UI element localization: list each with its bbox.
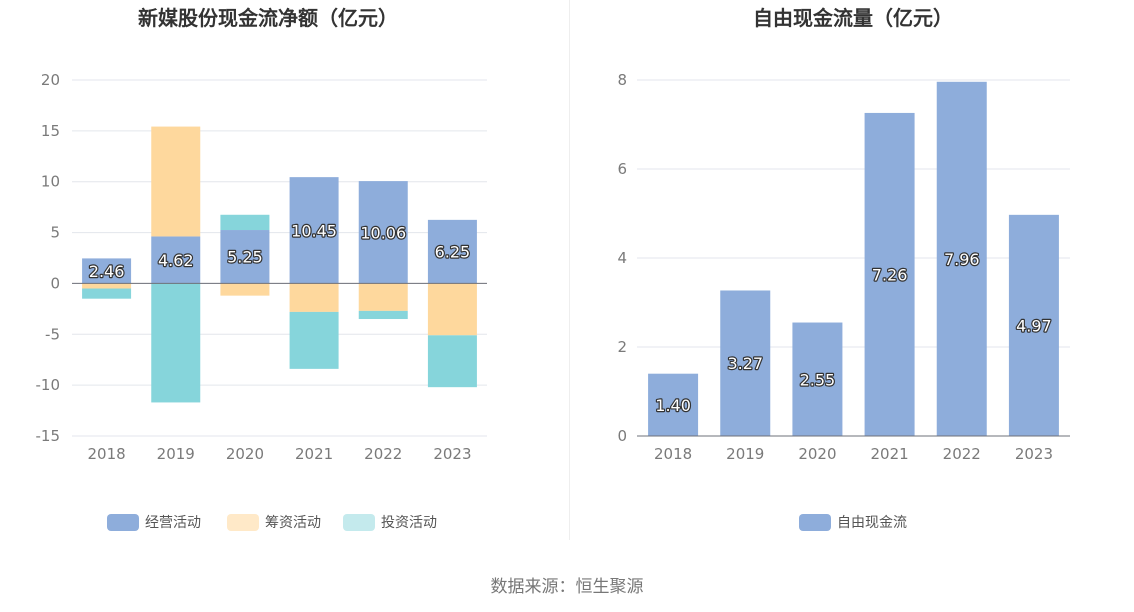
data-label: 10.06 — [360, 223, 406, 242]
data-label: 4.62 — [158, 251, 194, 270]
bar-筹资活动-2021 — [289, 283, 339, 312]
bar-筹资活动-2022 — [358, 283, 408, 311]
bar-投资活动-2020 — [220, 214, 270, 231]
bar-筹资活动-2020 — [220, 283, 270, 296]
bar-自由现金流-2022 — [936, 81, 987, 436]
x-tick-label: 2023 — [1015, 445, 1053, 463]
bar-筹资活动-2018 — [82, 283, 132, 289]
bar-筹资活动-2023 — [427, 283, 477, 336]
y-tick-label: 20 — [41, 71, 60, 89]
x-tick-label: 2021 — [870, 445, 908, 463]
bar-自由现金流-2018 — [648, 373, 699, 436]
x-tick-label: 2021 — [295, 445, 333, 463]
y-tick-label: 0 — [617, 427, 627, 445]
data-label: 10.45 — [291, 221, 337, 240]
chart-title-1: 自由现金流量（亿元） — [753, 6, 953, 30]
legend-label-经营活动: 经营活动 — [145, 515, 201, 531]
data-source-note: 数据来源：恒生聚源 — [490, 577, 644, 597]
bar-经营活动-2021 — [289, 177, 339, 284]
data-label: 2.55 — [800, 370, 836, 389]
bar-投资活动-2021 — [289, 311, 339, 369]
bar-筹资活动-2019 — [151, 126, 201, 237]
legend-swatch-筹资活动 — [227, 514, 259, 531]
data-label: 2.46 — [89, 262, 125, 281]
bar-投资活动-2022 — [358, 310, 408, 320]
x-tick-label: 2018 — [654, 445, 692, 463]
bar-经营活动-2023 — [427, 219, 477, 284]
legend-swatch-投资活动 — [343, 514, 375, 531]
bar-经营活动-2018 — [82, 258, 132, 284]
x-tick-label: 2022 — [943, 445, 981, 463]
x-tick-label: 2022 — [364, 445, 402, 463]
bar-经营活动-2022 — [358, 181, 408, 284]
bar-投资活动-2023 — [427, 335, 477, 388]
x-tick-label: 2018 — [87, 445, 125, 463]
x-tick-label: 2020 — [226, 445, 264, 463]
data-label: 3.27 — [727, 354, 763, 373]
bar-自由现金流-2021 — [864, 112, 915, 437]
y-tick-label: 10 — [41, 173, 60, 191]
bar-投资活动-2018 — [82, 288, 132, 299]
data-label: 4.97 — [1016, 316, 1052, 335]
legend-swatch-自由现金流 — [799, 514, 831, 531]
y-tick-label: -15 — [36, 427, 61, 445]
legend-label-投资活动: 投资活动 — [381, 515, 437, 531]
chart-title-0: 新媒股份现金流净额（亿元） — [138, 6, 398, 30]
y-tick-label: 2 — [617, 338, 627, 356]
legend-label-筹资活动: 筹资活动 — [265, 514, 321, 531]
data-label: 5.25 — [227, 248, 263, 267]
y-tick-label: 6 — [617, 160, 627, 178]
y-tick-label: 15 — [41, 122, 60, 140]
y-tick-label: 5 — [50, 224, 60, 242]
bar-投资活动-2019 — [151, 283, 201, 403]
y-tick-label: 8 — [617, 71, 627, 89]
bar-经营活动-2020 — [220, 230, 270, 284]
legend-label-自由现金流: 自由现金流 — [837, 515, 907, 531]
y-tick-label: 0 — [50, 274, 60, 292]
bar-自由现金流-2020 — [792, 322, 843, 436]
y-tick-label: -10 — [36, 376, 61, 394]
legend-swatch-经营活动 — [107, 514, 139, 531]
bar-自由现金流-2023 — [1008, 214, 1059, 436]
x-tick-label: 2019 — [726, 445, 764, 463]
x-tick-label: 2019 — [157, 445, 195, 463]
data-label: 7.26 — [872, 265, 908, 284]
bar-经营活动-2019 — [151, 236, 201, 284]
data-label: 1.40 — [655, 396, 691, 415]
x-tick-label: 2020 — [798, 445, 836, 463]
data-label: 6.25 — [435, 243, 471, 262]
y-tick-label: -5 — [45, 325, 60, 343]
bar-自由现金流-2019 — [720, 290, 771, 436]
x-tick-label: 2023 — [433, 445, 471, 463]
data-label: 7.96 — [944, 250, 980, 269]
y-tick-label: 4 — [617, 249, 627, 267]
